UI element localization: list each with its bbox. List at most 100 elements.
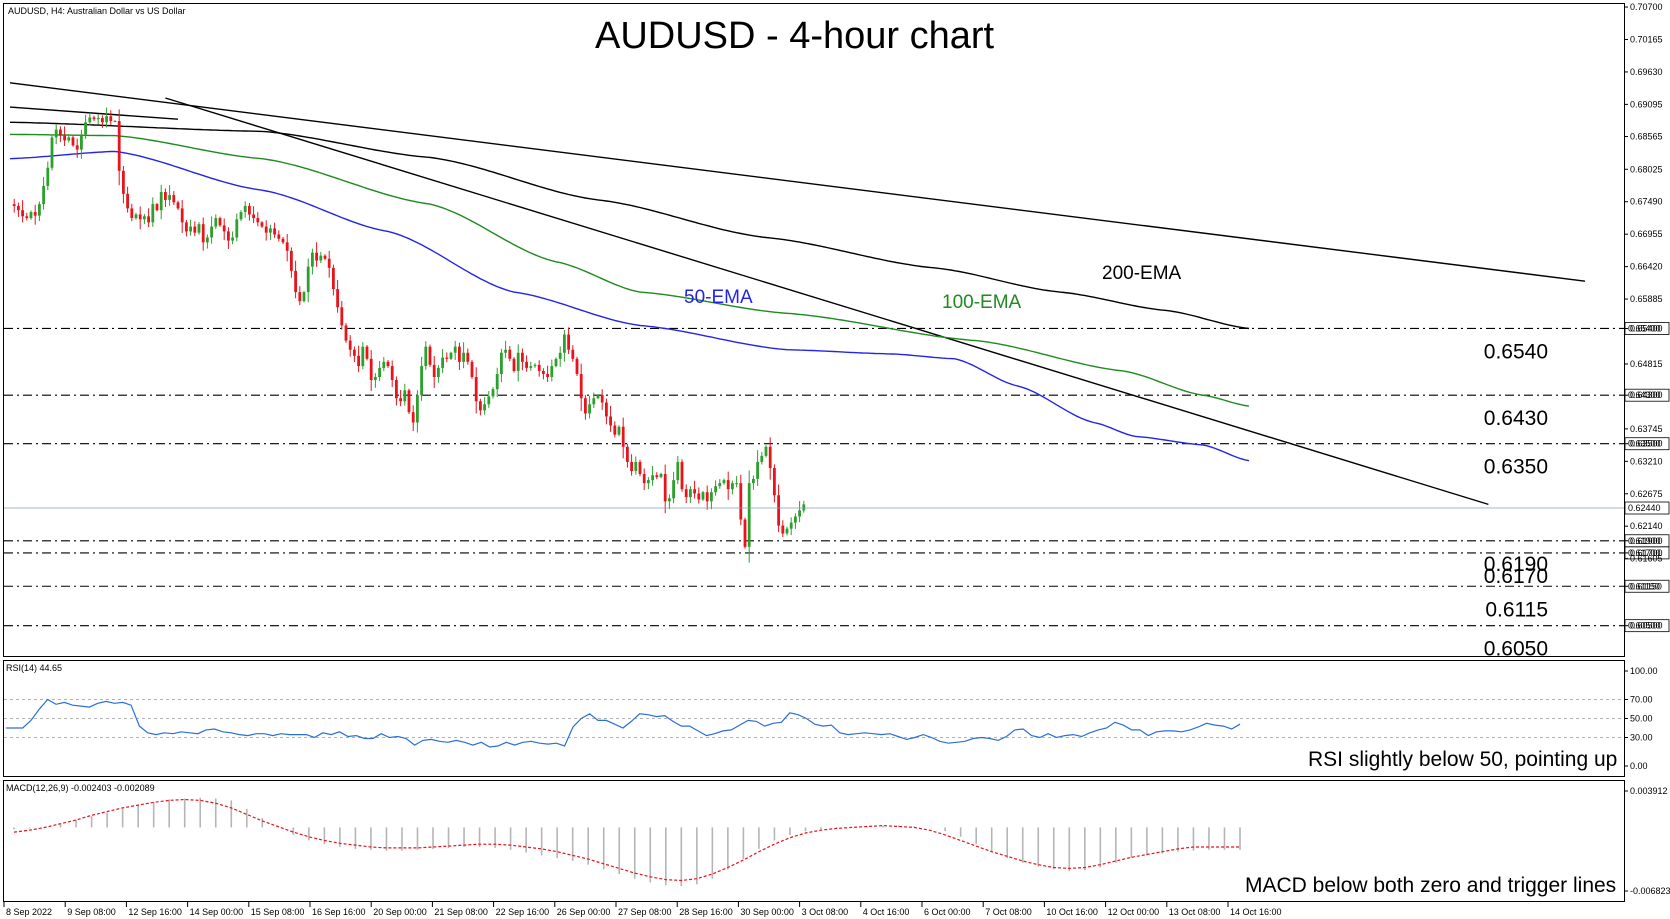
bear-candle bbox=[642, 474, 646, 484]
current-price-box bbox=[1624, 501, 1670, 515]
rsi-title: RSI(14) 44.65 bbox=[6, 663, 62, 673]
level-axis-label: 0.63500 bbox=[1628, 439, 1661, 449]
bear-candle bbox=[537, 364, 541, 371]
trendline bbox=[165, 97, 1489, 506]
level-axis-label: 0.65400 bbox=[1628, 323, 1661, 333]
bear-candle bbox=[340, 307, 344, 326]
bear-candle bbox=[315, 252, 318, 261]
bull-candle bbox=[588, 404, 591, 414]
x-tick-label: 13 Oct 08:00 bbox=[1169, 907, 1221, 917]
bull-candle bbox=[668, 498, 671, 502]
bear-candle bbox=[655, 475, 659, 478]
bull-candle bbox=[462, 352, 465, 362]
bear-candle bbox=[508, 349, 512, 359]
y-tick-label: 0.61900 bbox=[1630, 536, 1663, 546]
bear-candle bbox=[521, 352, 524, 362]
bear-candle bbox=[176, 202, 180, 209]
bear-candle bbox=[390, 366, 394, 381]
bull-candle bbox=[785, 528, 789, 534]
level-label: 0.6350 bbox=[1484, 456, 1548, 479]
bear-candle bbox=[781, 525, 785, 534]
bear-candle bbox=[512, 358, 516, 371]
ema-200-line bbox=[10, 121, 1250, 330]
ema-lines bbox=[9, 121, 1250, 462]
bear-candle bbox=[256, 218, 260, 223]
bear-candle bbox=[411, 412, 415, 423]
current-price-line: 0.62440 bbox=[4, 501, 1670, 515]
x-tick-label: 6 Oct 00:00 bbox=[924, 907, 971, 917]
y-tick-label: 0.67490 bbox=[1630, 197, 1663, 207]
trendline bbox=[9, 106, 179, 120]
rsi-y-tick-label: 0.00 bbox=[1630, 761, 1648, 771]
bear-candle bbox=[260, 222, 264, 227]
bull-candle bbox=[113, 121, 117, 123]
bear-candle bbox=[252, 214, 255, 219]
rsi-line bbox=[6, 698, 1241, 748]
bear-candle bbox=[357, 355, 360, 367]
macd-panel-frame bbox=[3, 780, 1625, 902]
bull-candle bbox=[420, 366, 423, 396]
bull-candle bbox=[269, 228, 272, 233]
bear-candle bbox=[25, 216, 29, 219]
bull-candle bbox=[689, 489, 692, 498]
bear-candle bbox=[248, 205, 251, 215]
level-label: 0.6115 bbox=[1485, 598, 1548, 621]
y-tick-label: 0.63500 bbox=[1630, 439, 1663, 449]
bull-candle bbox=[235, 219, 239, 238]
bear-candle bbox=[567, 334, 570, 350]
ema200-label: 200-EMA bbox=[1102, 263, 1182, 284]
bear-candle bbox=[21, 210, 24, 217]
x-tick-label: 26 Sep 00:00 bbox=[557, 907, 611, 917]
bear-candle bbox=[726, 480, 730, 490]
x-tick-label: 12 Oct 00:00 bbox=[1108, 907, 1160, 917]
bear-candle bbox=[227, 231, 230, 241]
bear-candle bbox=[323, 255, 327, 259]
bull-candle bbox=[378, 367, 381, 378]
bear-candle bbox=[693, 489, 696, 494]
bear-candle bbox=[164, 192, 167, 200]
ema-50-line bbox=[9, 150, 1250, 462]
bull-candle bbox=[735, 483, 738, 485]
bull-candle bbox=[449, 352, 453, 359]
bull-candle bbox=[487, 396, 491, 405]
ema-100-line bbox=[10, 133, 1250, 407]
level-axis-label: 0.61900 bbox=[1628, 536, 1661, 546]
bear-candle bbox=[264, 226, 268, 233]
level-label: 0.6170 bbox=[1484, 565, 1548, 588]
bull-candle bbox=[718, 483, 722, 487]
bear-candle bbox=[575, 358, 579, 374]
bull-candle bbox=[647, 480, 650, 484]
bull-candle bbox=[714, 486, 717, 493]
macd-y-axis: 0.003912 -0.006823 bbox=[1624, 786, 1670, 896]
bull-candle bbox=[563, 334, 566, 353]
bear-candle bbox=[155, 204, 159, 211]
bear-candle bbox=[777, 495, 780, 526]
bull-candle bbox=[437, 367, 440, 378]
bull-candle bbox=[239, 212, 243, 220]
bear-candle bbox=[344, 325, 348, 341]
bear-candle bbox=[277, 234, 281, 239]
bull-candle bbox=[54, 129, 58, 138]
bull-candle bbox=[798, 510, 801, 517]
y-tick-label: 0.69095 bbox=[1630, 99, 1663, 109]
bull-candle bbox=[441, 357, 444, 368]
bear-candle bbox=[122, 170, 125, 194]
trendlines bbox=[9, 82, 1586, 506]
y-tick-label: 0.68025 bbox=[1630, 164, 1663, 174]
bull-candle bbox=[374, 377, 377, 381]
bear-candle bbox=[327, 258, 331, 268]
bull-candle bbox=[617, 426, 621, 435]
y-tick-label: 0.61150 bbox=[1630, 581, 1662, 591]
bull-candle bbox=[311, 252, 314, 267]
chart-title: AUDUSD - 4-hour chart bbox=[595, 15, 995, 57]
bull-candle bbox=[84, 122, 87, 135]
bear-candle bbox=[697, 493, 701, 500]
bear-candle bbox=[290, 250, 293, 271]
rsi-y-tick-label: 70.00 bbox=[1630, 695, 1653, 705]
bull-candle bbox=[500, 352, 503, 374]
level-label: 0.6190 bbox=[1484, 553, 1548, 576]
bull-candle bbox=[760, 455, 764, 462]
bear-candle bbox=[12, 204, 16, 206]
horizontal-levels: 0.6540 0.65400 0.6430 0.64300 0.6350 0.63500 0… bbox=[4, 322, 1670, 661]
x-tick-label: 9 Sep 08:00 bbox=[67, 907, 116, 917]
